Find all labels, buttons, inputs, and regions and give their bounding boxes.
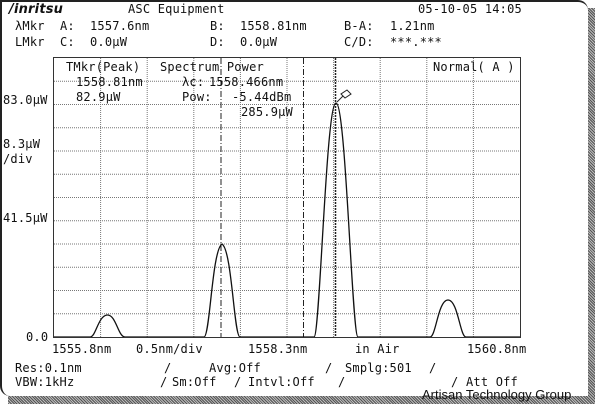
separator: / xyxy=(234,375,242,389)
watermark: Artisan Technology Group xyxy=(422,387,572,402)
interval-setting: Intvl:Off xyxy=(248,375,315,389)
resolution-setting: Res:0.1nm xyxy=(15,361,82,375)
x-axis-right-label: 1560.8nm xyxy=(467,342,527,356)
peak-marker-arrow-icon xyxy=(336,89,352,103)
tmkr-title: TMkr(Peak) xyxy=(66,60,141,74)
y-axis-mid-label: 41.5μW xyxy=(3,211,48,225)
tmkr-wavelength: 1558.81nm xyxy=(76,75,143,89)
frame-shadow-right xyxy=(588,8,595,404)
frame-shadow-bottom xyxy=(8,396,595,404)
y-axis-scale-unit: /div xyxy=(3,152,33,166)
separator: / xyxy=(451,375,459,389)
x-axis-medium-label: in Air xyxy=(355,342,400,356)
sampling-setting: Smplg:501 xyxy=(345,361,412,375)
spectrum-plot[interactable]: TMkr(Peak) 1558.81nm 82.9μW Spectrum Pow… xyxy=(53,57,521,338)
marker-a-value: 1557.6nm xyxy=(90,19,150,33)
marker-b-label: B: xyxy=(210,19,225,33)
marker-ba-label: B-A: xyxy=(344,19,374,33)
wavelength-marker-label: λMkr xyxy=(15,19,45,33)
pow-dbm: -5.44dBm xyxy=(232,90,292,104)
separator: / xyxy=(338,375,346,389)
lambda-c-label: λc: xyxy=(182,75,205,89)
marker-a-label: A: xyxy=(60,19,75,33)
spectrum-trace xyxy=(54,102,520,337)
level-marker-label: LMkr xyxy=(15,35,45,49)
pow-label: Pow: xyxy=(182,90,212,104)
average-setting: Avg:Off xyxy=(209,361,261,375)
x-axis-center-label: 1558.3nm xyxy=(248,342,308,356)
marker-c-value: 0.0μW xyxy=(90,35,128,49)
marker-ba-value: 1.21nm xyxy=(390,19,435,33)
attenuator-setting: Att Off xyxy=(466,375,518,389)
separator: / xyxy=(325,361,333,375)
separator: / xyxy=(164,361,172,375)
vbw-setting: VBW:1kHz xyxy=(15,375,75,389)
y-axis-top-label: 83.0μW xyxy=(3,93,48,107)
tmkr-level: 82.9μW xyxy=(76,90,121,104)
x-axis-scale-label: 0.5nm/div xyxy=(136,342,203,356)
y-axis-scale-label: 8.3μW xyxy=(3,137,41,151)
marker-b-value: 1558.81nm xyxy=(240,19,307,33)
marker-c-label: C: xyxy=(60,35,75,49)
separator: / xyxy=(160,375,168,389)
trace-mode: Normal( A ) xyxy=(433,60,515,74)
window-title: ASC Equipment xyxy=(128,2,225,16)
spectrum-power-title: Spectrum Power xyxy=(160,60,264,74)
datetime: 05-10-05 14:05 xyxy=(418,2,522,16)
separator: / xyxy=(429,361,437,375)
anritsu-logo: /inritsu xyxy=(9,2,64,17)
grid-lines xyxy=(54,58,520,337)
x-axis-left-label: 1555.8nm xyxy=(52,342,112,356)
marker-d-value: 0.0μW xyxy=(240,35,278,49)
marker-cd-label: C/D: xyxy=(344,35,374,49)
y-axis-bottom-label: 0.0 xyxy=(26,330,49,344)
smoothing-setting: Sm:Off xyxy=(172,375,217,389)
pow-uw: 285.9μW xyxy=(241,105,293,119)
marker-cd-value: ***.*** xyxy=(390,35,442,49)
lambda-c-value: 1558.466nm xyxy=(209,75,284,89)
spectrum-trace-svg xyxy=(54,58,520,337)
marker-d-label: D: xyxy=(210,35,225,49)
